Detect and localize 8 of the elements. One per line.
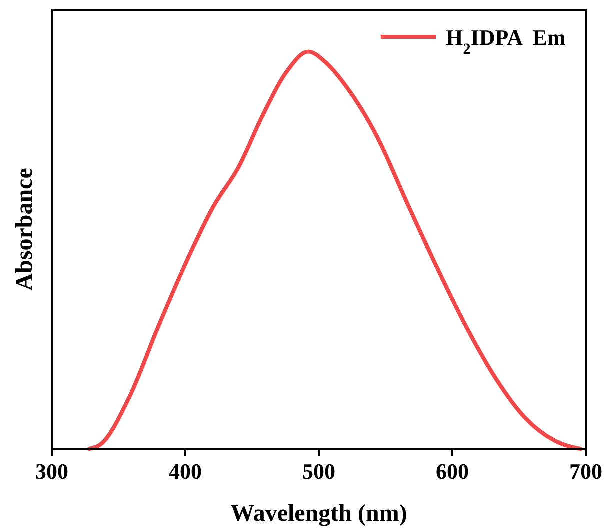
y-axis-title: Absorbance bbox=[12, 168, 38, 291]
x-axis-title: Wavelength (nm) bbox=[230, 501, 408, 527]
legend-label: H$_{2}$IDPA Em bbox=[446, 25, 566, 58]
x-tick-label: 600 bbox=[436, 459, 469, 484]
x-tick-label: 400 bbox=[169, 459, 202, 484]
x-tick-label: 500 bbox=[302, 459, 336, 484]
x-tick-label: 300 bbox=[36, 459, 68, 484]
x-tick-label: 700 bbox=[570, 459, 602, 484]
